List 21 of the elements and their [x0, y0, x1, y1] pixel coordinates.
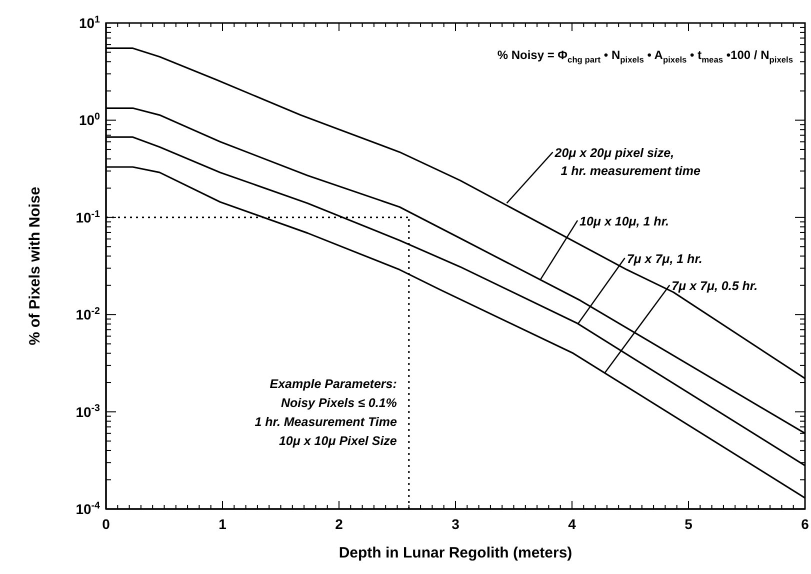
y-tick-label: 10$^{0}$ — [78, 112, 101, 128]
x-tick-label: 2 — [335, 516, 344, 532]
annotation: 7μ x 7μ, 1 hr. — [626, 252, 702, 266]
y-tick-label: 10$^{-4}$ — [76, 500, 101, 517]
text: % Noisy = Φ$_{chg part}$ • N$_{pixels}$ • A$_{pixels}$ • t$_{meas}$ •100 / N$_{pixels}$ — [497, 48, 793, 65]
x-tick-label: 5 — [684, 516, 693, 532]
annotation: Example Parameters: Noisy Pixels ≤ 0.1% 1 hr. Measurement Time 10μ x 10μ Pixel Size — [254, 377, 397, 448]
x-tick-label: 3 — [452, 516, 460, 532]
y-tick-label: 10$^{-3}$ — [76, 403, 101, 420]
y-tick-label: 10$^{-2}$ — [76, 306, 101, 323]
y-tick-label: 10$^{1}$ — [78, 14, 101, 31]
annotation: 20μ x 20μ pixel size, 1 hr. measurement time — [554, 146, 700, 178]
y-axis-title: % of Pixels with Noise — [26, 186, 44, 346]
x-tick-label: 1 — [218, 516, 227, 532]
x-tick-label: 0 — [102, 516, 110, 532]
x-tick-label: 4 — [568, 516, 576, 532]
x-tick-label: 6 — [801, 516, 810, 532]
x-axis-title: Depth in Lunar Regolith (meters) — [338, 544, 572, 562]
annotation: 10μ x 10μ, 1 hr. — [580, 214, 669, 228]
annotation: 7μ x 7μ, 0.5 hr. — [672, 279, 758, 294]
y-tick-label: 10$^{-1}$ — [76, 208, 101, 226]
